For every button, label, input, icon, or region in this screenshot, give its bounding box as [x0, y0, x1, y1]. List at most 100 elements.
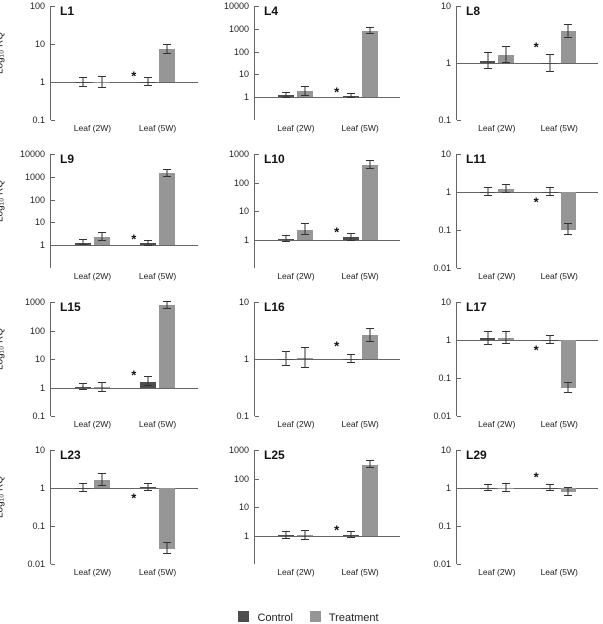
y-tick [51, 450, 55, 451]
panel-l25: L251101001000Leaf (2W)Leaf (5W)* [206, 446, 402, 590]
y-tick-label: 1 [446, 58, 451, 68]
panel-l16: L160.1110Leaf (2W)Leaf (5W)* [206, 298, 402, 442]
y-tick [457, 6, 461, 7]
error-cap [301, 539, 309, 540]
error-cap [502, 184, 510, 185]
x-tick-label: Leaf (5W) [541, 419, 578, 429]
error-cap [79, 77, 87, 78]
y-tick-label: 10 [441, 1, 451, 11]
y-tick-label: 0.1 [438, 225, 451, 235]
y-tick-label: 10 [441, 149, 451, 159]
error-cap [347, 362, 355, 363]
error-cap [546, 195, 554, 196]
plot-area: 0.010.1110Leaf (2W)Leaf (5W)* [456, 302, 598, 416]
y-tick [51, 200, 55, 201]
plot-area: 0.010.1110Leaf (2W)Leaf (5W)* [456, 154, 598, 268]
significance-star: * [334, 84, 339, 99]
error-cap [79, 389, 87, 390]
y-tick [51, 388, 55, 389]
plot-area: 0.11101001000Leaf (2W)Leaf (5W)* [50, 302, 198, 416]
error-cap [163, 542, 171, 543]
x-axis-line [51, 245, 198, 246]
significance-star: * [334, 224, 339, 239]
plot-area: 0.010.1110Leaf (2W)Leaf (5W)* [456, 450, 598, 564]
y-tick-label: 0.1 [32, 521, 45, 531]
error-cap [98, 473, 106, 474]
error-cap [144, 490, 152, 491]
error-cap [163, 176, 171, 177]
error-cap [564, 24, 572, 25]
y-tick-label: 0.01 [433, 263, 451, 273]
y-tick-label: 0.01 [433, 411, 451, 421]
error-cap [484, 490, 492, 491]
error-cap [98, 240, 106, 241]
y-axis-label: Log₁₀ RQ [0, 180, 6, 222]
y-tick [457, 192, 461, 193]
legend: Control Treatment [0, 611, 603, 624]
legend-label-control: Control [257, 612, 292, 624]
y-tick-label: 1 [446, 335, 451, 345]
x-tick-label: Leaf (5W) [139, 271, 176, 281]
error-bar [286, 352, 287, 367]
error-cap [564, 37, 572, 38]
error-cap [79, 86, 87, 87]
bar-treatment [362, 465, 378, 536]
y-tick [51, 488, 55, 489]
y-tick-label: 0.1 [438, 521, 451, 531]
y-tick [51, 416, 55, 417]
y-tick [255, 97, 259, 98]
error-cap [347, 93, 355, 94]
error-cap [366, 33, 374, 34]
error-cap [564, 382, 572, 383]
error-cap [347, 354, 355, 355]
y-tick-label: 1000 [229, 149, 249, 159]
error-cap [347, 537, 355, 538]
x-axis-line [457, 488, 598, 489]
error-cap [163, 553, 171, 554]
y-tick [255, 507, 259, 508]
error-cap [163, 53, 171, 54]
significance-star: * [131, 491, 136, 506]
bar-treatment [159, 488, 175, 549]
y-axis-label: Log₁₀ RQ [0, 476, 6, 518]
y-tick-label: 1 [40, 240, 45, 250]
y-axis-label: Log₁₀ RQ [0, 32, 6, 74]
y-tick-label: 0.1 [32, 115, 45, 125]
error-cap [144, 385, 152, 386]
y-tick [457, 378, 461, 379]
y-tick [255, 536, 259, 537]
y-tick-label: 0.1 [236, 411, 249, 421]
y-tick-label: 0.1 [438, 115, 451, 125]
y-tick-label: 0.1 [438, 373, 451, 383]
error-cap [301, 86, 309, 87]
error-cap [163, 301, 171, 302]
y-tick [457, 63, 461, 64]
panel-l8: L80.1110Leaf (2W)Leaf (5W)* [408, 2, 600, 146]
x-tick-label: Leaf (2W) [277, 419, 314, 429]
error-cap [484, 331, 492, 332]
error-cap [282, 92, 290, 93]
error-bar [305, 348, 306, 368]
y-tick-label: 1 [244, 354, 249, 364]
y-tick [255, 450, 259, 451]
significance-star: * [131, 68, 136, 83]
error-cap [564, 495, 572, 496]
y-tick [51, 526, 55, 527]
y-tick-label: 1 [40, 77, 45, 87]
y-tick-label: 1 [244, 92, 249, 102]
x-axis-line [255, 536, 400, 537]
error-cap [546, 335, 554, 336]
x-tick-label: Leaf (2W) [74, 419, 111, 429]
error-cap [301, 223, 309, 224]
y-tick [255, 359, 259, 360]
error-cap [301, 234, 309, 235]
y-tick [51, 331, 55, 332]
error-cap [502, 491, 510, 492]
legend-label-treatment: Treatment [329, 612, 379, 624]
y-tick-label: 0.01 [433, 559, 451, 569]
x-tick-label: Leaf (5W) [341, 419, 378, 429]
y-tick-label: 100 [234, 178, 249, 188]
error-cap [301, 95, 309, 96]
y-tick [51, 44, 55, 45]
error-cap [282, 97, 290, 98]
